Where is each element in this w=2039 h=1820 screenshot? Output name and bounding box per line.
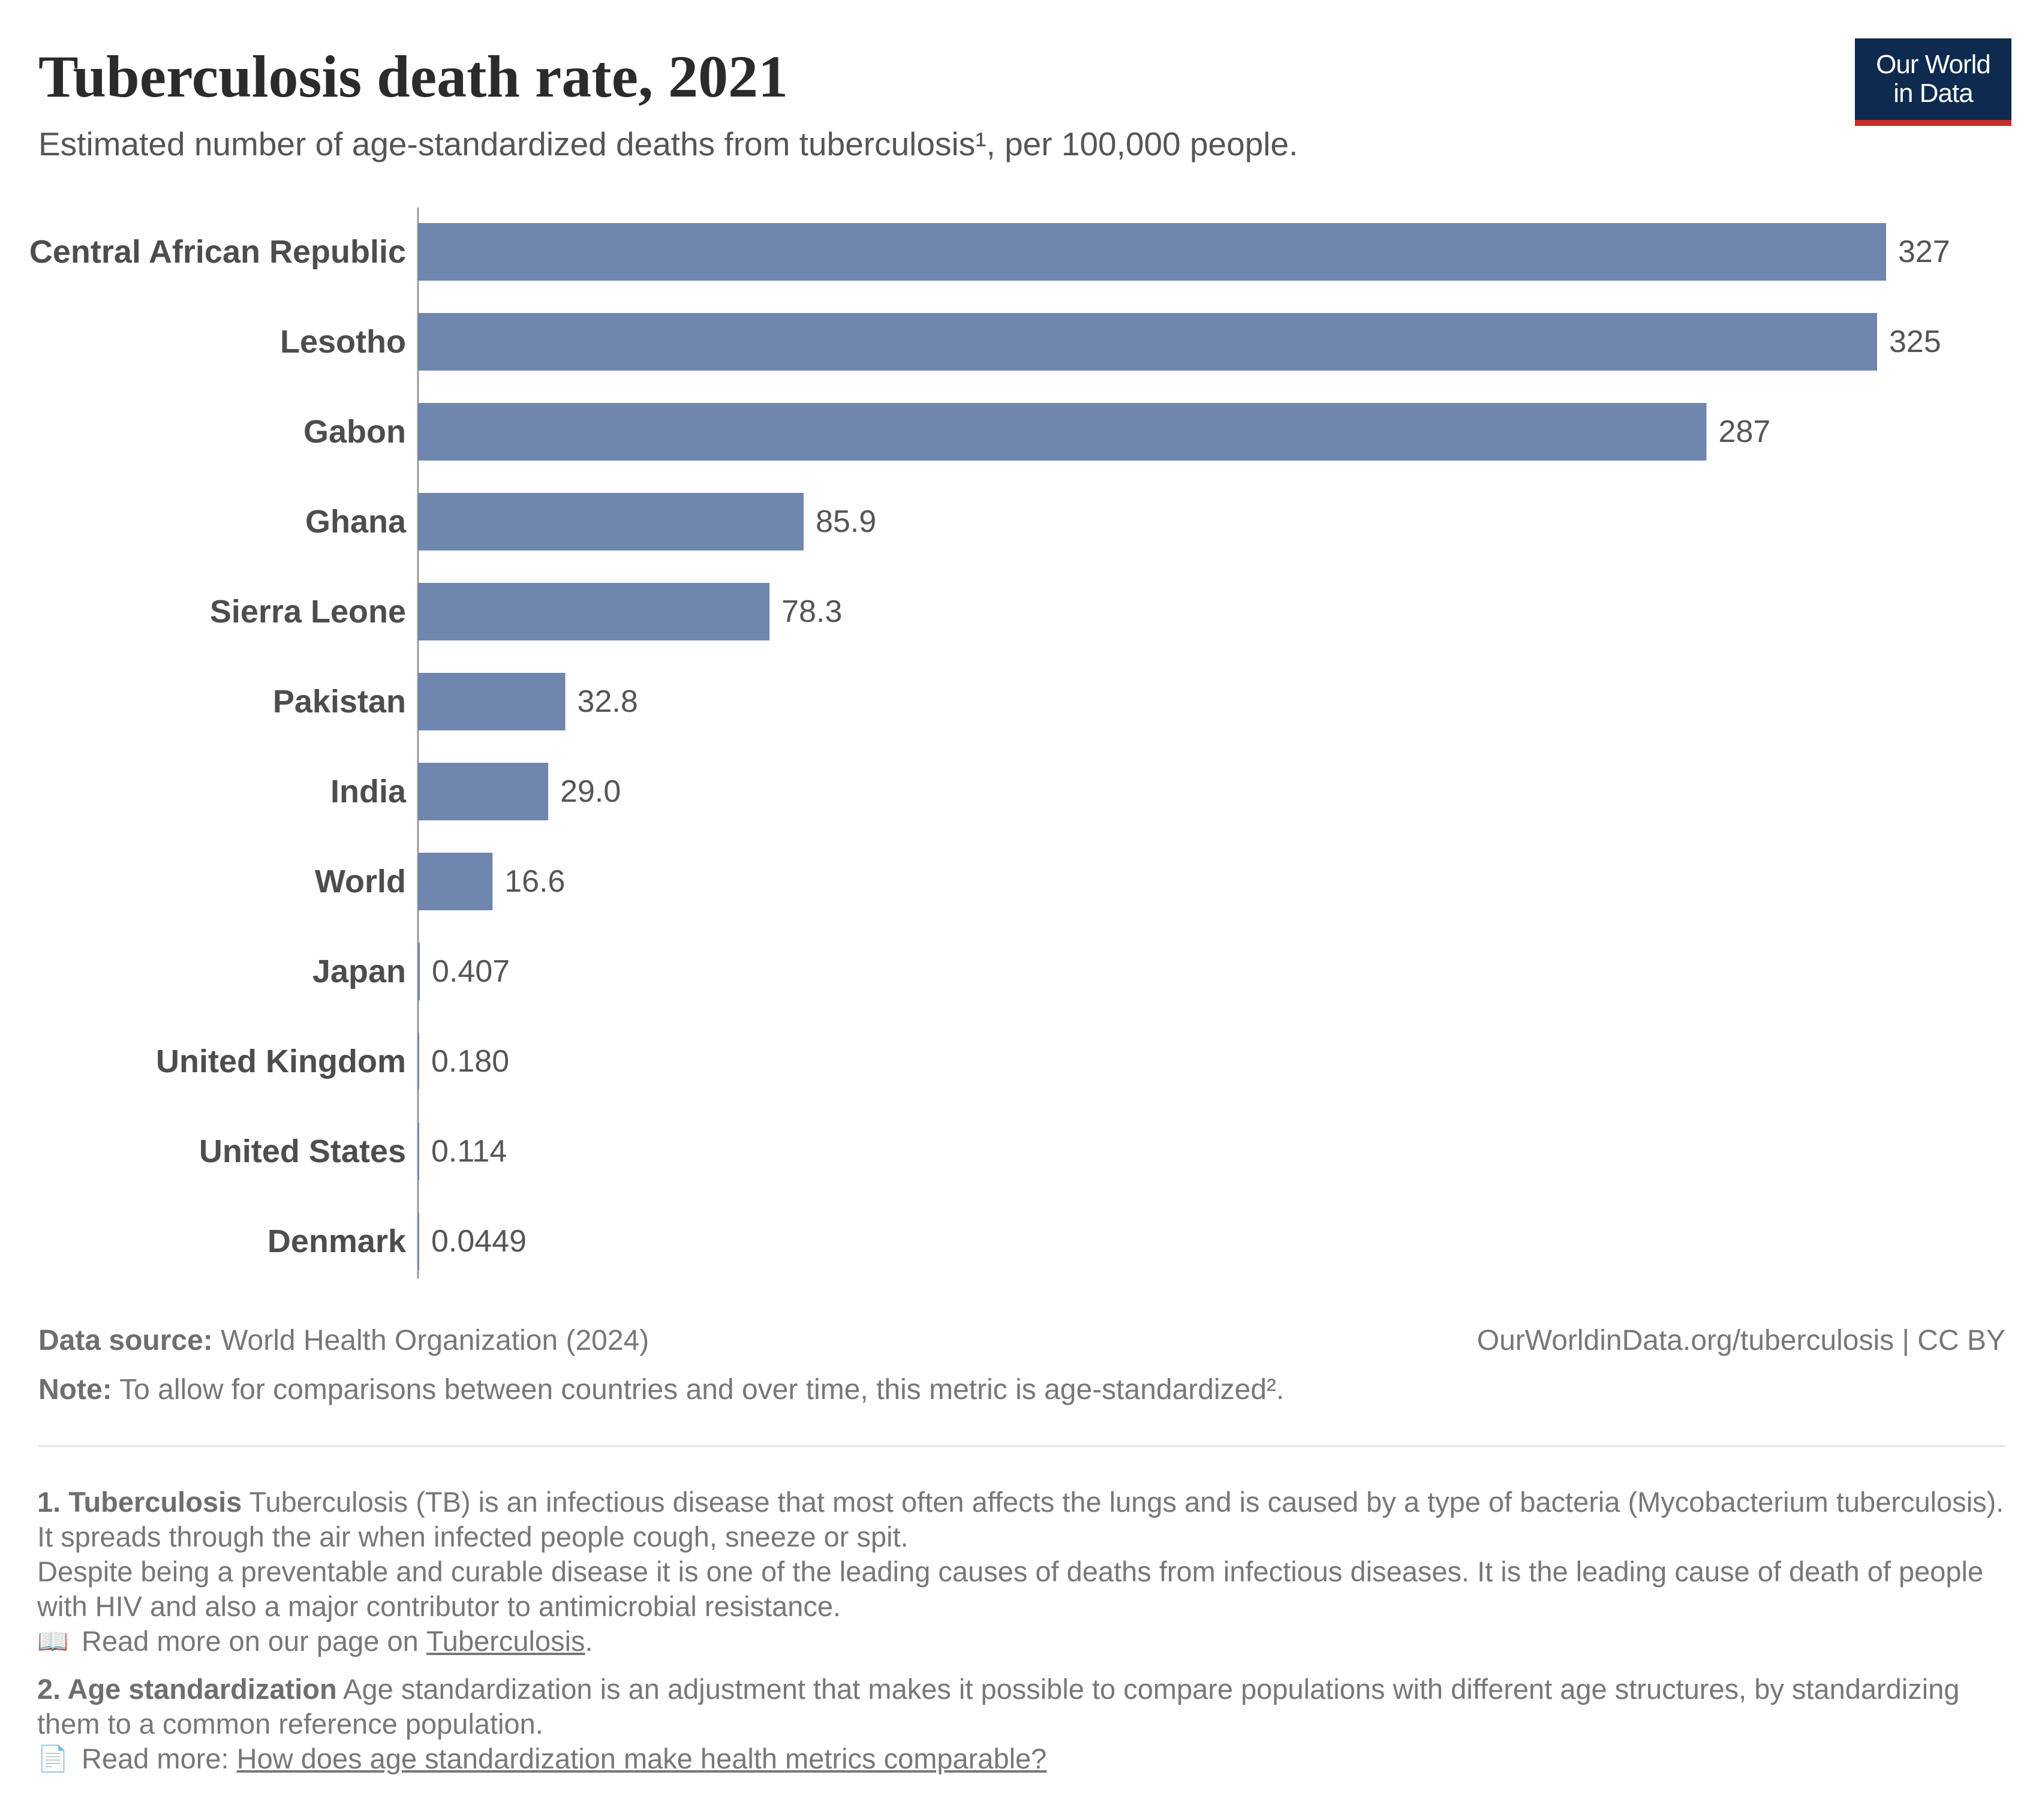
document-icon: 📄	[37, 1744, 69, 1773]
value-label: 85.9	[816, 504, 876, 539]
book-icon: 📖	[37, 1627, 69, 1655]
chart-note: Note: To allow for comparisons between c…	[38, 1373, 1284, 1406]
bar[interactable]	[418, 1033, 419, 1090]
category-label: United States	[199, 1133, 406, 1169]
value-label: 327	[1898, 234, 1950, 269]
bar[interactable]	[418, 493, 804, 550]
category-label: Pakistan	[273, 684, 406, 720]
footnote-2-label: 2. Age standardization	[37, 1673, 337, 1705]
category-label: United Kingdom	[156, 1043, 406, 1079]
license-link[interactable]: OurWorldinData.org/tuberculosis | CC BY	[1476, 1325, 2005, 1356]
category-label: World	[315, 864, 406, 900]
bar[interactable]	[418, 1213, 419, 1270]
data-source-label: Data source:	[38, 1325, 213, 1356]
bar[interactable]	[418, 943, 420, 1000]
bar[interactable]	[418, 313, 1878, 371]
category-label: Japan	[312, 953, 406, 989]
owid-logo[interactable]: Our World in Data	[1855, 38, 2011, 126]
value-label: 0.407	[432, 954, 510, 989]
bar[interactable]	[418, 403, 1707, 461]
value-label: 32.8	[578, 684, 638, 719]
value-label: 78.3	[781, 594, 842, 629]
category-label: Sierra Leone	[210, 594, 406, 630]
bar[interactable]	[418, 223, 1886, 281]
chart-title: Tuberculosis death rate, 2021	[38, 43, 789, 110]
note-text: To allow for comparisons between countri…	[112, 1374, 1285, 1406]
bar[interactable]	[418, 853, 493, 910]
footnotes: 1. Tuberculosis Tuberculosis (TB) is an …	[37, 1485, 2010, 1776]
footnote-2-text: Age standardization is an adjustment tha…	[37, 1673, 1960, 1740]
value-label: 325	[1889, 324, 1941, 359]
footnote-1-period: .	[585, 1625, 593, 1657]
value-label: 0.114	[431, 1134, 507, 1169]
footnote-1: 1. Tuberculosis Tuberculosis (TB) is an …	[37, 1485, 2010, 1554]
note-label: Note:	[38, 1374, 112, 1406]
value-label: 29.0	[560, 774, 621, 809]
bar[interactable]	[418, 763, 549, 820]
category-label: Lesotho	[280, 324, 406, 360]
bar[interactable]	[418, 583, 770, 640]
category-label: Gabon	[303, 414, 406, 450]
footnote-1-readmore-text: Read more on our page on	[82, 1625, 419, 1657]
tuberculosis-page-link[interactable]: Tuberculosis	[426, 1625, 585, 1657]
category-label: Denmark	[267, 1223, 407, 1259]
footnote-2-readmore-text: Read more:	[82, 1743, 229, 1774]
chart-subtitle: Estimated number of age-standardized dea…	[38, 125, 1298, 163]
footnote-1-text: Tuberculosis (TB) is an infectious disea…	[37, 1486, 2004, 1553]
footnote-2-readmore: 📄 Read more: How does age standardizatio…	[37, 1741, 2010, 1776]
data-source-text: World Health Organization (2024)	[212, 1325, 649, 1356]
divider	[38, 1445, 2005, 1447]
bar[interactable]	[418, 673, 566, 730]
age-standardization-article-link[interactable]: How does age standardization make health…	[236, 1743, 1047, 1774]
bar[interactable]	[418, 1123, 419, 1180]
value-label: 287	[1719, 414, 1771, 449]
footnote-1-text-2: Despite being a preventable and curable …	[37, 1556, 1984, 1622]
bar-chart: Central African Republic 327 Lesotho 325 Gab…	[29, 207, 1950, 1278]
category-label: Ghana	[305, 504, 407, 540]
category-label: India	[330, 774, 407, 810]
footnote-1-label: 1. Tuberculosis	[37, 1486, 242, 1518]
category-label: Central African Republic	[29, 234, 406, 270]
logo-line-1: Our World	[1876, 50, 1991, 79]
value-label: 0.180	[431, 1044, 509, 1079]
footnote-2: 2. Age standardization Age standardizati…	[37, 1672, 2010, 1741]
value-label: 0.0449	[431, 1224, 527, 1259]
data-source: Data source: World Health Organization (…	[38, 1324, 649, 1357]
logo-line-2: in Data	[1893, 79, 1973, 108]
footnote-1-readmore: 📖 Read more on our page on Tuberculosis.	[37, 1624, 2010, 1659]
value-label: 16.6	[504, 864, 565, 899]
